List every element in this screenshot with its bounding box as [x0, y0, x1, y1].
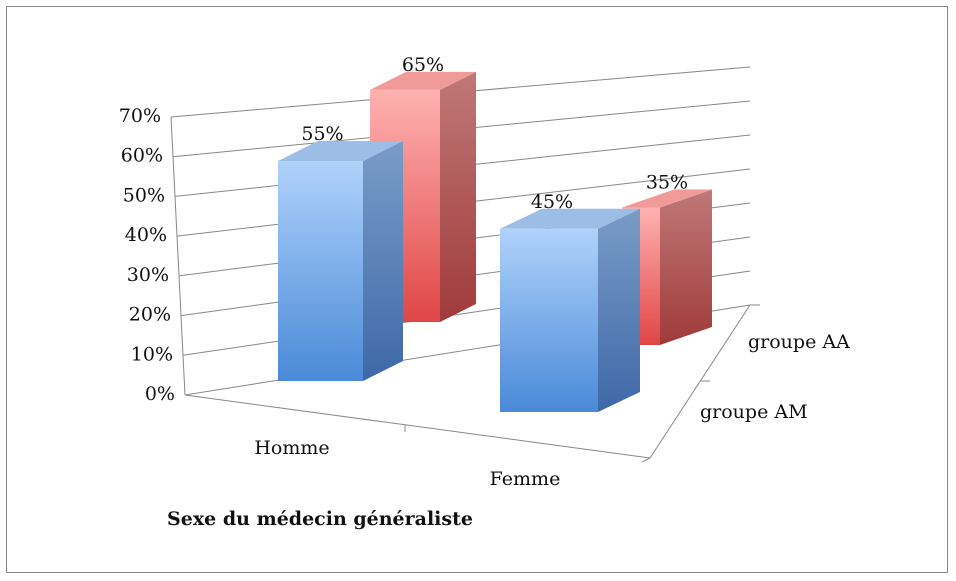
y-tick-label: 20%: [129, 304, 171, 326]
bar-top: [622, 189, 712, 208]
bar: [500, 228, 598, 412]
x-tick-label: Femme: [490, 468, 561, 490]
y-tick-label: 50%: [123, 184, 165, 206]
bar-side: [363, 141, 403, 381]
y-tick-label: 0%: [145, 383, 175, 405]
data-label: 45%: [531, 191, 573, 213]
legend-label: groupe AA: [748, 331, 850, 353]
y-tick-label: 70%: [119, 105, 161, 127]
chart-border: [6, 6, 948, 573]
bar-side: [440, 71, 476, 322]
y-tick-label: 60%: [121, 145, 163, 167]
bar-top: [278, 141, 403, 161]
y-tick-label: 30%: [127, 264, 169, 286]
x-tick-label: Homme: [254, 437, 329, 459]
bar-side: [660, 189, 712, 345]
data-label: 35%: [646, 172, 688, 194]
x-tick: [641, 457, 651, 463]
bar-top: [370, 71, 476, 90]
x-axis-title: Sexe du médecin généraliste: [167, 508, 473, 530]
y-tick-label: 10%: [131, 343, 173, 365]
y-tick-label: 40%: [125, 224, 167, 246]
bar: [278, 161, 363, 381]
data-label: 65%: [402, 54, 444, 76]
legend-label: groupe AM: [700, 401, 808, 423]
y-axis: [170, 116, 186, 396]
bar-side: [598, 208, 640, 412]
data-label: 55%: [301, 123, 343, 145]
bar-top: [500, 208, 640, 229]
